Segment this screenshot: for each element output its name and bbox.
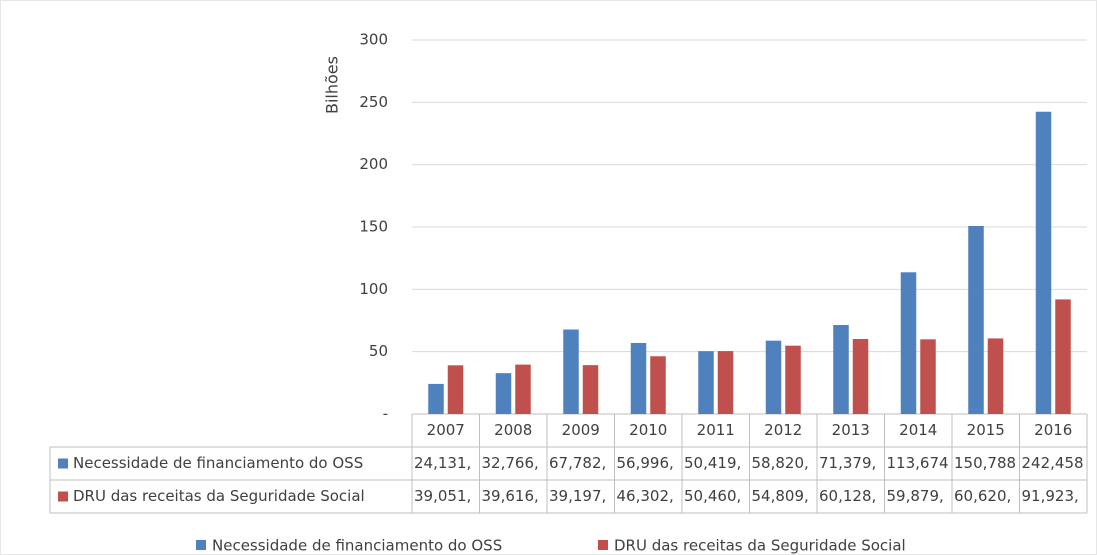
table-value: 39,051,	[414, 487, 471, 505]
table-value: 59,879,	[887, 487, 944, 505]
table-value: 54,809,	[752, 487, 809, 505]
bar	[630, 342, 647, 414]
bar	[785, 345, 801, 414]
table-value: 60,620,	[954, 487, 1011, 505]
table-value: 50,419,	[684, 454, 741, 472]
bar	[920, 339, 936, 414]
bar	[563, 329, 579, 414]
table-value: 32,766,	[482, 454, 539, 472]
table-value: 67,782,	[549, 454, 606, 472]
legend-key	[58, 491, 68, 502]
x-tick-label: 2014	[899, 421, 937, 439]
bar	[765, 340, 782, 414]
legend-label: Necessidade de financiamento do OSS	[212, 537, 502, 555]
bar	[852, 339, 869, 414]
legend-key	[58, 458, 68, 469]
bar	[495, 373, 512, 414]
x-tick-label: 2016	[1034, 421, 1072, 439]
y-tick-label: 250	[359, 93, 388, 111]
bar	[428, 383, 444, 414]
x-tick-label: 2011	[697, 421, 735, 439]
table-value: 46,302,	[617, 487, 674, 505]
bar	[515, 364, 531, 414]
bar	[650, 356, 666, 414]
legend-label: DRU das receitas da Seguridade Social	[614, 537, 906, 555]
y-axis-title: Bilhões	[323, 56, 342, 114]
y-tick-label: 100	[359, 280, 388, 298]
table-value: 150,788	[954, 454, 1016, 472]
x-tick-label: 2012	[764, 421, 802, 439]
x-tick-label: 2015	[967, 421, 1005, 439]
bar	[1055, 299, 1071, 414]
bar	[447, 365, 464, 414]
bar	[582, 365, 599, 414]
bar	[833, 325, 849, 414]
bar	[717, 351, 734, 414]
y-tick-label: 300	[359, 31, 388, 49]
x-tick-label: 2008	[494, 421, 532, 439]
y-tick-label: 150	[359, 218, 388, 236]
legend-key	[196, 540, 206, 550]
x-tick-label: 2007	[427, 421, 465, 439]
table-value: 71,379,	[819, 454, 876, 472]
y-tick-label: 50	[369, 342, 388, 360]
bar	[968, 226, 984, 414]
table-value: 113,674	[887, 454, 949, 472]
table-value: 91,923,	[1022, 487, 1079, 505]
x-tick-label: 2009	[562, 421, 600, 439]
bar	[1035, 111, 1052, 415]
x-tick-label: 2010	[629, 421, 667, 439]
table-value: 24,131,	[414, 454, 471, 472]
table-value: 56,996,	[617, 454, 674, 472]
table-value: 50,460,	[684, 487, 741, 505]
table-value: 39,197,	[549, 487, 606, 505]
table-value: 60,128,	[819, 487, 876, 505]
bar	[987, 338, 1004, 414]
bar	[900, 272, 917, 414]
table-row-label: DRU das receitas da Seguridade Social	[73, 487, 365, 505]
table-value: 242,458	[1022, 454, 1084, 472]
x-tick-label: 2013	[832, 421, 870, 439]
y-tick-label: -	[383, 405, 388, 423]
table-row-label: Necessidade de financiamento do OSS	[73, 454, 363, 472]
bar	[698, 351, 714, 414]
table-value: 58,820,	[752, 454, 809, 472]
y-tick-label: 200	[359, 155, 388, 173]
table-value: 39,616,	[482, 487, 539, 505]
legend-key	[598, 540, 608, 550]
